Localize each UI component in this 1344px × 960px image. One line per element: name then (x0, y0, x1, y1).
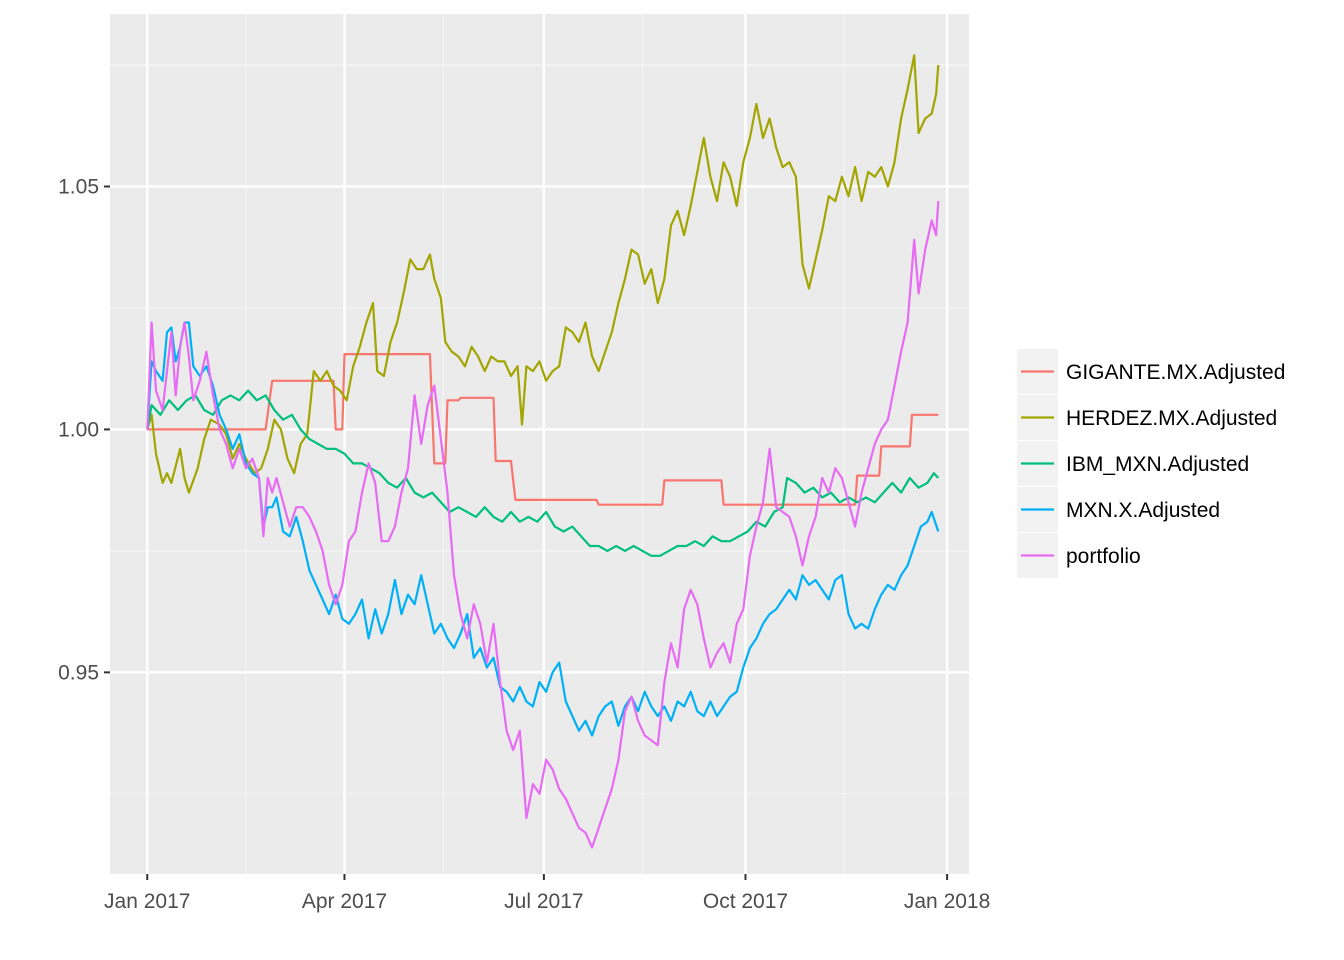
series-line-ibm-mxn-adjusted (146, 389, 940, 557)
legend-label-ibm-mxn-adjusted: IBM_MXN.Adjusted (1066, 453, 1249, 476)
legend-label-portfolio: portfolio (1066, 545, 1141, 568)
x-tick-label: Apr 2017 (302, 890, 387, 913)
y-tick-label: 1.00 (58, 418, 99, 441)
y-tick-label: 0.95 (58, 661, 99, 684)
x-tick-label: Oct 2017 (703, 890, 788, 913)
x-tick-label: Jan 2018 (904, 890, 990, 913)
x-tick-label: Jul 2017 (504, 890, 583, 913)
series-line-herdez-mx-adjusted (146, 54, 940, 494)
minor-gridlines (110, 14, 969, 874)
legend-label-gigante-mx-adjusted: GIGANTE.MX.Adjusted (1066, 361, 1285, 384)
y-tick-label: 1.05 (58, 175, 99, 198)
series-line-gigante-mx-adjusted (147, 353, 939, 506)
series-lines (146, 54, 940, 849)
major-gridlines (110, 14, 969, 874)
series-line-portfolio (146, 201, 940, 849)
legend-label-mxn-x-adjusted: MXN.X.Adjusted (1066, 499, 1220, 522)
panel-background (110, 14, 969, 874)
axes: Jan 2017 Apr 2017 Jul 2017 Oct 2017 Jan 2018… (58, 175, 990, 913)
legend-label-herdez-mx-adjusted: HERDEZ.MX.Adjusted (1066, 407, 1277, 430)
x-tick-label: Jan 2017 (104, 890, 190, 913)
legend: GIGANTE.MX.Adjusted HERDEZ.MX.Adjusted IBM… (1017, 349, 1285, 578)
